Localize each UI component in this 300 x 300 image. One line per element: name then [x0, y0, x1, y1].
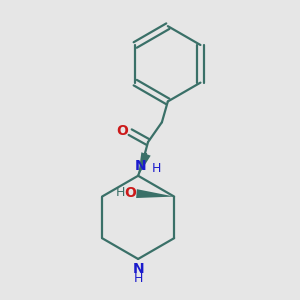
Text: N: N: [134, 159, 146, 173]
Text: H: H: [151, 162, 160, 175]
Polygon shape: [136, 189, 174, 198]
Text: H: H: [116, 186, 125, 199]
Text: H: H: [134, 272, 143, 285]
Text: O: O: [124, 186, 136, 200]
Text: O: O: [116, 124, 128, 138]
Text: N: N: [132, 262, 144, 276]
Polygon shape: [138, 152, 151, 176]
